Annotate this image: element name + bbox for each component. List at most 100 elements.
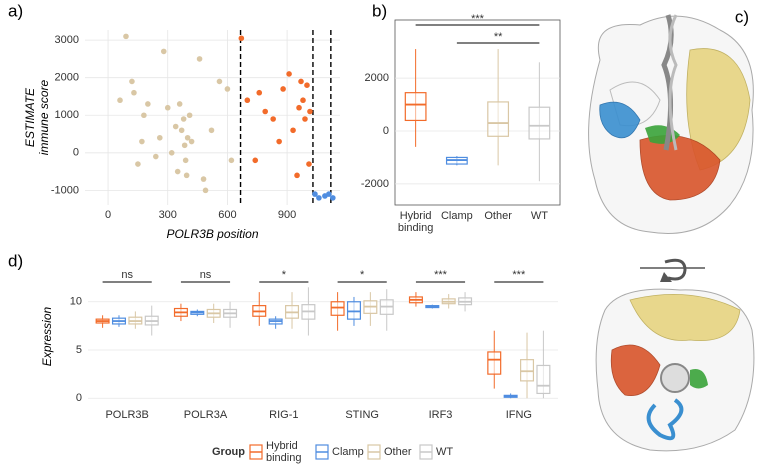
point [131, 89, 137, 96]
point [244, 97, 251, 104]
box [536, 364, 551, 395]
point [208, 127, 215, 134]
y-tick-label: 0 [383, 125, 389, 137]
significance-label: ns [200, 269, 212, 281]
y-tick-label: 1000 [55, 109, 79, 121]
panel-label: c) [735, 7, 749, 26]
point [330, 195, 336, 201]
point [252, 157, 259, 164]
y-tick-label: 0 [73, 147, 79, 159]
point [145, 101, 151, 107]
significance-label: *** [512, 269, 526, 281]
x-tick-label: 300 [159, 209, 177, 221]
point [216, 78, 223, 85]
legend-label: WT [436, 446, 454, 458]
significance-label: * [282, 269, 287, 281]
y-tick-label: 3000 [55, 34, 79, 46]
point [123, 33, 129, 40]
point [228, 157, 235, 164]
legend-label: Hybrid binding [266, 440, 302, 464]
point [156, 134, 163, 141]
point [117, 97, 123, 104]
point [312, 191, 318, 197]
x-axis-label: POLR3B position [166, 227, 258, 241]
point [200, 176, 207, 182]
y-axis-label: ESTIMATE [23, 87, 37, 147]
structure-top [588, 14, 754, 234]
box [404, 92, 427, 122]
point [326, 191, 332, 197]
point [174, 168, 181, 175]
point [153, 153, 159, 160]
significance-label: ** [494, 31, 503, 43]
point [302, 116, 308, 122]
significance-label: *** [471, 13, 485, 25]
y-tick-label: -1000 [51, 184, 79, 196]
legend-title: Group [212, 446, 245, 458]
panel-label: b) [372, 1, 387, 20]
point [298, 78, 304, 85]
x-tick-label: STING [345, 409, 379, 421]
box [487, 351, 502, 375]
point [139, 138, 145, 145]
significance-label: *** [434, 269, 448, 281]
point [180, 116, 187, 122]
point [188, 138, 195, 145]
point [276, 138, 282, 145]
significance-label: * [360, 269, 365, 281]
point [238, 35, 245, 42]
point [286, 71, 292, 77]
x-tick-label: WT [530, 210, 548, 222]
point [182, 157, 189, 164]
point [183, 172, 190, 179]
legend-label: Other [384, 446, 412, 458]
point [186, 112, 193, 119]
box [330, 301, 345, 316]
y-tick-label: -2000 [361, 178, 389, 190]
y-tick-label: 0 [76, 392, 82, 404]
rotation-arrow [640, 258, 705, 282]
point [176, 101, 183, 107]
box [346, 301, 361, 320]
box [520, 359, 535, 382]
panel-label: a) [8, 1, 23, 20]
point [316, 195, 322, 201]
box [487, 101, 510, 137]
panel-label: d) [8, 251, 23, 270]
point [181, 142, 188, 149]
significance-label: ns [121, 269, 133, 281]
x-tick-label: Clamp [440, 210, 473, 222]
y-tick-label: 2000 [365, 72, 389, 84]
point [304, 82, 310, 89]
x-tick-label: 0 [105, 209, 111, 221]
x-tick-label: 600 [218, 209, 236, 221]
structure-bottom [595, 288, 755, 452]
x-tick-label: POLR3B [105, 409, 148, 421]
point [160, 48, 167, 55]
y-tick-label: 5 [76, 344, 82, 356]
point [184, 134, 191, 141]
point [270, 116, 276, 122]
point [296, 104, 302, 111]
y-tick-label: 10 [70, 296, 82, 308]
point [164, 104, 171, 111]
point [202, 187, 209, 194]
y-axis-label: immune score [37, 79, 51, 155]
point [290, 127, 296, 134]
x-tick-label: Hybrid binding [397, 210, 434, 234]
x-tick-label: IFNG [506, 409, 532, 421]
point [172, 123, 179, 130]
point [262, 108, 269, 115]
legend-label: Clamp [332, 446, 364, 458]
point [168, 150, 175, 156]
point [280, 86, 286, 92]
point [141, 112, 147, 119]
point [256, 89, 263, 96]
y-axis-label: Expression [40, 307, 54, 367]
x-tick-label: IRF3 [429, 409, 453, 421]
x-tick-label: 900 [278, 209, 296, 221]
point [306, 161, 312, 167]
point [129, 78, 135, 85]
x-tick-label: POLR3A [184, 409, 228, 421]
